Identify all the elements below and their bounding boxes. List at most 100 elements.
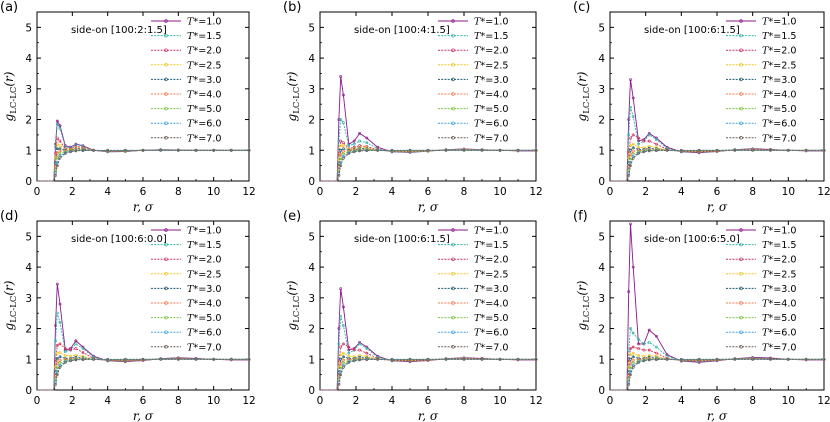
data-point	[141, 357, 145, 361]
data-point	[629, 222, 632, 226]
y-tick-label: 4	[25, 53, 32, 65]
data-point	[63, 354, 67, 357]
x-tick-label: 10	[493, 186, 506, 198]
data-point	[54, 145, 57, 149]
legend-label: T*=5.0	[762, 104, 797, 115]
x-tick-label: 2	[642, 395, 649, 407]
data-point	[123, 357, 127, 361]
data-point	[629, 366, 632, 370]
data-point	[715, 148, 719, 152]
series-line	[37, 357, 249, 391]
legend-marker	[451, 19, 455, 23]
data-point	[339, 287, 343, 291]
data-point	[352, 139, 356, 143]
data-point	[631, 155, 635, 158]
x-tick-label: 2	[69, 395, 76, 407]
legend-marker	[164, 330, 168, 334]
x-tick-label: 8	[175, 186, 182, 198]
x-axis-title: r, σ	[707, 409, 728, 422]
data-point	[679, 148, 683, 152]
y-axis-title: gLC-LC(r)	[285, 71, 302, 121]
series-line	[320, 357, 536, 391]
data-point	[92, 148, 95, 152]
legend-label: T*=1.5	[762, 31, 797, 42]
data-point	[358, 348, 362, 352]
legend-marker	[451, 92, 455, 96]
series-line	[37, 358, 249, 391]
y-tick-label: 4	[308, 262, 315, 274]
x-tick-label: 2	[353, 186, 360, 198]
data-point	[58, 351, 62, 354]
data-point	[408, 148, 412, 152]
series-line	[320, 149, 536, 182]
legend-marker	[451, 345, 455, 349]
data-point	[58, 365, 62, 369]
series-line	[320, 148, 536, 182]
legend-label: T*=3.0	[187, 75, 222, 86]
data-point	[341, 351, 345, 355]
data-point	[339, 314, 343, 318]
data-point	[58, 358, 62, 362]
legend-marker	[739, 19, 743, 23]
panel-label: (e)	[283, 209, 301, 224]
data-point	[54, 174, 57, 177]
data-point	[627, 290, 631, 294]
data-point	[58, 144, 62, 148]
legend-marker	[451, 330, 455, 334]
legend-label: T*=6.0	[187, 119, 222, 130]
y-tick-label: 4	[25, 262, 32, 274]
data-point	[631, 142, 635, 146]
data-point	[58, 156, 62, 160]
legend-label: T*=6.0	[762, 119, 797, 130]
data-point	[444, 148, 448, 152]
data-point	[365, 347, 369, 350]
data-point	[339, 139, 343, 143]
data-point	[733, 357, 737, 361]
data-point	[426, 357, 430, 361]
data-point	[647, 348, 651, 352]
legend-marker	[739, 257, 743, 261]
data-point	[55, 344, 59, 347]
x-tick-label: 6	[425, 186, 432, 198]
y-tick-label: 0	[598, 385, 605, 397]
legend-label: T*=2.0	[762, 46, 797, 57]
series-line	[37, 149, 249, 182]
data-point	[229, 357, 233, 361]
data-point	[341, 355, 345, 359]
legend-marker	[164, 272, 168, 276]
data-point	[212, 357, 216, 361]
legend-label: T*=6.0	[474, 328, 509, 339]
data-point	[58, 139, 62, 143]
data-point	[55, 147, 59, 151]
data-point	[63, 360, 67, 364]
data-point	[229, 148, 233, 152]
panel-label: (d)	[0, 209, 18, 224]
series-line	[320, 140, 536, 182]
x-tick-label: 12	[529, 186, 542, 198]
legend-marker	[739, 242, 743, 247]
legend-label: T*=2.5	[187, 60, 222, 71]
series-line	[610, 358, 824, 391]
data-point	[629, 347, 632, 350]
x-tick-label: 6	[714, 395, 721, 407]
series-line	[610, 149, 824, 182]
legend-label: T*=4.0	[762, 299, 797, 310]
data-point	[786, 148, 790, 152]
legend-marker	[739, 272, 743, 276]
data-point	[629, 153, 632, 157]
legend-label: T*=2.0	[474, 46, 509, 57]
data-point	[347, 144, 351, 148]
legend-label: T*=4.0	[187, 299, 222, 310]
y-tick-label: 1	[25, 354, 32, 366]
data-point	[627, 174, 631, 177]
legend-marker	[164, 92, 168, 96]
data-point	[58, 127, 62, 131]
x-tick-label: 12	[529, 395, 542, 407]
panel-label: (c)	[573, 0, 590, 15]
data-point	[352, 150, 356, 154]
data-point	[341, 141, 345, 144]
data-point	[631, 115, 635, 118]
data-point	[629, 164, 632, 168]
x-axis-title: r, σ	[133, 409, 154, 422]
